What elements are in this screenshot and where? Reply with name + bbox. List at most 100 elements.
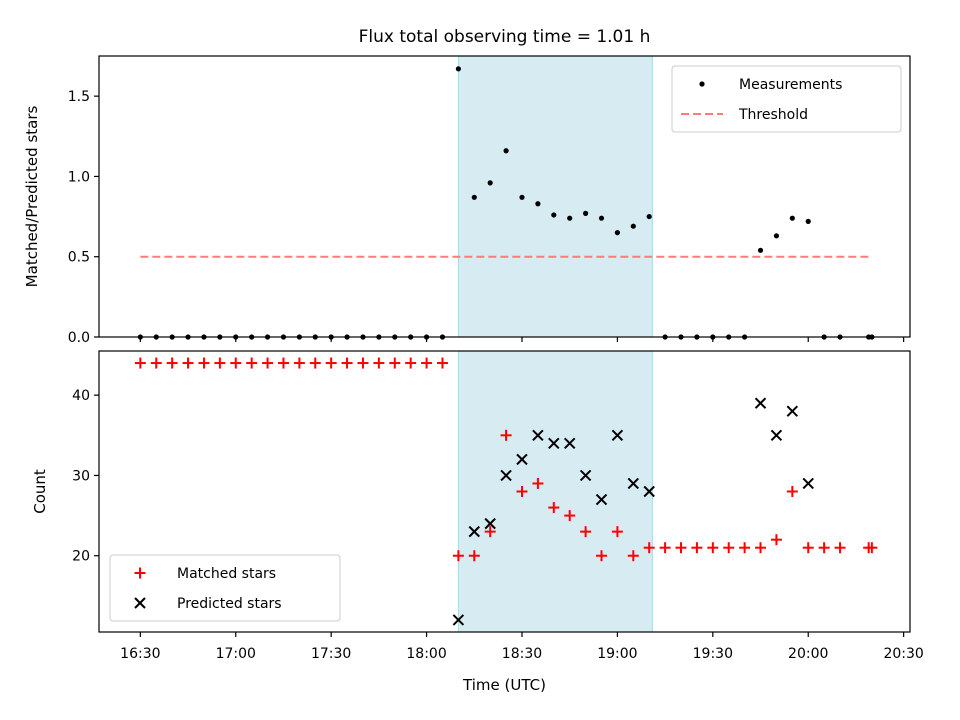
x-tick-label: 18:00 <box>406 646 446 662</box>
y-tick-label: 0.0 <box>68 330 90 346</box>
data-point <box>707 542 719 554</box>
data-point <box>230 357 242 369</box>
x-tick-label: 17:00 <box>216 646 256 662</box>
data-point <box>643 542 655 554</box>
x-stroke-b <box>484 517 496 530</box>
data-point <box>182 357 194 369</box>
legend: Measurements Threshold <box>671 65 902 133</box>
x-tick-label: 19:00 <box>597 646 637 662</box>
data-point <box>532 429 544 442</box>
x-tick-label: 20:00 <box>788 646 828 662</box>
data-point <box>627 477 640 490</box>
data-point <box>357 357 369 369</box>
x-stroke-b <box>500 469 512 482</box>
data-point <box>503 148 509 154</box>
y-tick-label: 30 <box>72 468 90 484</box>
data-point <box>500 469 512 482</box>
data-point <box>341 357 353 369</box>
data-point <box>595 493 608 506</box>
data-point <box>421 357 433 369</box>
data-point <box>567 215 573 221</box>
legend-label: Predicted stars <box>177 596 282 612</box>
data-point <box>802 542 814 554</box>
data-point <box>452 550 464 562</box>
y-tick-label: 1.0 <box>68 169 90 185</box>
x-stroke-b <box>452 614 465 626</box>
data-point <box>789 215 795 221</box>
y-tick-label: 0.5 <box>68 250 90 266</box>
x-stroke-b <box>754 397 767 409</box>
data-point <box>519 194 525 200</box>
data-point <box>277 357 289 369</box>
data-point <box>611 526 623 538</box>
data-point <box>468 550 480 562</box>
data-point <box>405 357 417 369</box>
data-point <box>579 469 592 482</box>
data-point <box>805 218 811 224</box>
x-stroke-b <box>579 469 592 482</box>
data-point <box>580 526 592 538</box>
x-stroke-b <box>516 453 528 466</box>
data-point <box>675 542 687 554</box>
data-point <box>770 429 783 442</box>
data-point <box>535 201 541 207</box>
data-point <box>646 213 652 220</box>
data-point <box>583 210 589 216</box>
y-tick-label: 1.5 <box>68 89 90 105</box>
x-stroke-b <box>627 477 640 490</box>
data-point <box>611 429 624 442</box>
data-point <box>770 534 782 546</box>
data-point <box>834 542 846 554</box>
axes-frame <box>98 350 911 633</box>
legend-marker <box>699 81 705 87</box>
data-point <box>757 247 764 253</box>
legend: Matched stars Predicted stars <box>109 554 341 622</box>
data-point <box>246 357 258 369</box>
data-point <box>455 66 461 72</box>
x-stroke-b <box>643 485 655 498</box>
data-point <box>866 542 878 554</box>
x-tick-label: 17:30 <box>311 646 351 662</box>
data-point <box>773 233 780 239</box>
data-point <box>471 194 477 200</box>
data-point <box>754 397 767 409</box>
data-point <box>487 180 493 186</box>
x-tick-label: 19:30 <box>693 646 733 662</box>
x-stroke-b <box>786 405 799 417</box>
data-point <box>786 405 799 417</box>
data-point <box>516 486 528 497</box>
data-point <box>551 212 557 218</box>
observing-time-span <box>457 350 653 633</box>
data-point <box>614 230 621 236</box>
x-tick-label: 16:30 <box>120 646 160 662</box>
x-stroke-b <box>611 429 624 442</box>
x-stroke-b <box>134 597 146 609</box>
data-point <box>563 437 576 450</box>
data-point <box>214 357 226 369</box>
series-matched-stars <box>134 357 878 562</box>
legend-label: Matched stars <box>177 566 276 582</box>
legend-box <box>671 65 902 133</box>
count-panel: 20 30 40 16:30 17:00 17:30 18:00 18:30 19:00 19:3… <box>31 350 924 662</box>
data-point <box>309 357 321 369</box>
x-stroke-b <box>802 477 814 490</box>
legend-label: Measurements <box>739 77 842 93</box>
axes-frame <box>98 55 911 338</box>
x-stroke-b <box>595 493 608 506</box>
data-point <box>484 526 496 538</box>
data-point <box>630 223 636 229</box>
data-point <box>596 550 608 562</box>
y-tick-label: 20 <box>72 549 90 565</box>
data-point <box>134 357 146 369</box>
chart-title: Flux total observing time = 1.01 h <box>359 27 651 47</box>
data-point <box>150 357 162 369</box>
legend-box <box>109 554 341 622</box>
data-point <box>627 550 639 562</box>
legend-marker <box>134 567 146 579</box>
data-point <box>293 357 305 369</box>
data-point <box>373 357 385 369</box>
x-stroke-b <box>548 437 560 450</box>
data-point <box>818 542 830 554</box>
data-point <box>516 453 528 466</box>
